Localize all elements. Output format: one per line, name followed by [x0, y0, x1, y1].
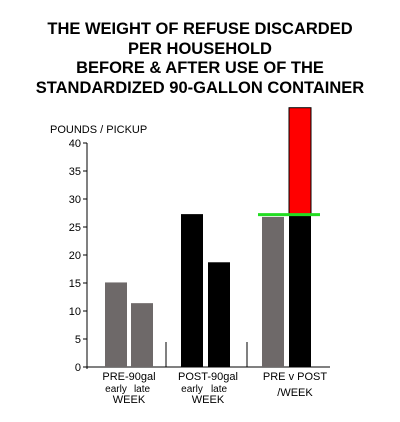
y-tick-label: 5	[75, 334, 81, 346]
y-tick-label: 35	[69, 166, 81, 178]
title-line-1: THE WEIGHT OF REFUSE DISCARDED	[47, 20, 353, 38]
bar-1-1	[105, 282, 127, 367]
y-tick-label: 10	[69, 306, 81, 318]
title-line-3: BEFORE & AFTER USE OF THE	[76, 59, 324, 77]
group-label: PRE-90gal	[102, 371, 155, 383]
y-tick-label: 15	[69, 278, 81, 290]
sub-label-late: late	[134, 384, 151, 395]
y-tick-label: 30	[69, 194, 81, 206]
bars-layer	[105, 107, 320, 367]
sub-label-early: early	[105, 384, 127, 395]
bar-3-1	[262, 216, 284, 367]
bar-3-2	[289, 215, 311, 367]
bar-2-2	[208, 262, 230, 367]
sub-label-early: early	[181, 384, 203, 395]
y-tick-label: 0	[75, 362, 81, 374]
y-tick-label: 40	[69, 138, 81, 150]
y-tick-label: 20	[69, 250, 81, 262]
title-line-4: STANDARDIZED 90-GALLON CONTAINER	[35, 78, 365, 97]
group-label: PRE v POST	[263, 371, 327, 383]
group-unit-label: WEEK	[113, 394, 146, 406]
bar-2-1	[181, 214, 203, 367]
sub-label-late: late	[211, 384, 228, 395]
y-tick-label: 25	[69, 222, 81, 234]
chart-title: THE WEIGHT OF REFUSE DISCARDED PER HOUSE…	[0, 20, 400, 98]
axis-layer: 0 5 10 15 20 25 30 35 40	[69, 138, 330, 374]
bar-overlay	[288, 107, 312, 216]
group-unit-label: /WEEK	[277, 387, 313, 399]
group-label: POST-90gal	[178, 371, 238, 383]
bar-1-2	[131, 303, 153, 367]
y-axis-label: POUNDS / PICKUP	[50, 124, 147, 136]
title-line-2: PER HOUSEHOLD	[128, 39, 272, 58]
group-unit-label: WEEK	[192, 394, 225, 406]
